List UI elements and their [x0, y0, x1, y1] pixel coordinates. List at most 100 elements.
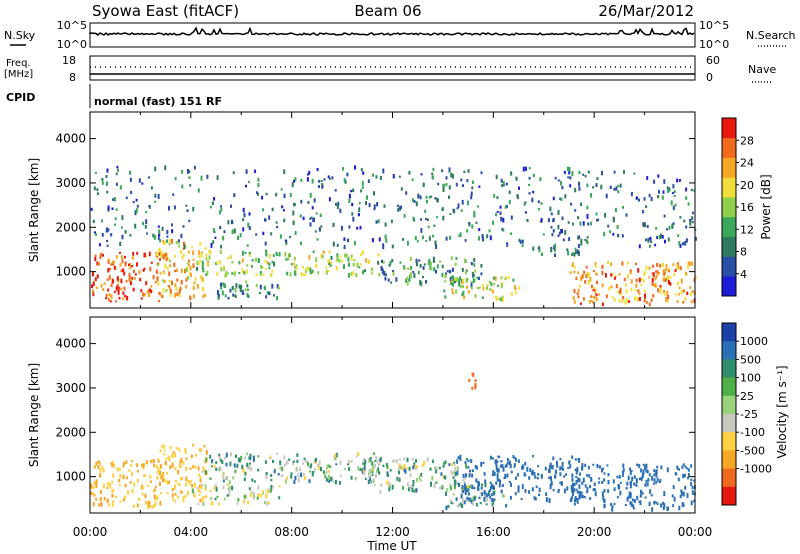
power-cell: [122, 291, 125, 295]
power-cell: [431, 172, 434, 175]
velocity-cell: [563, 488, 566, 494]
velocity-cell: [177, 482, 180, 485]
power-cell: [608, 286, 611, 291]
velocity-cell: [154, 488, 156, 491]
velocity-cell: [219, 466, 222, 472]
velocity-cell: [584, 484, 587, 488]
power-cell: [466, 229, 469, 233]
power-cell: [428, 237, 431, 241]
power-cell: [605, 193, 608, 199]
power-cell: [557, 210, 560, 215]
velocity-cell: [401, 466, 404, 471]
power-cell: [134, 223, 137, 229]
power-cell: [238, 284, 241, 289]
power-cell: [433, 267, 436, 272]
power-cell: [348, 262, 350, 267]
power-cell: [229, 288, 232, 293]
velocity-cell: [624, 504, 627, 506]
power-cell: [465, 270, 467, 275]
power-cell: [161, 252, 164, 256]
velocity-cell: [99, 462, 102, 466]
power-cell: [680, 278, 683, 284]
power-cell: [231, 285, 234, 291]
power-cell: [262, 231, 265, 235]
power-cell: [364, 269, 367, 273]
velocity-cell: [413, 489, 415, 493]
power-cell: [629, 271, 632, 275]
velocity-cell: [406, 482, 409, 487]
velocity-cell: [154, 485, 157, 489]
power-cell: [445, 183, 448, 187]
velocity-cell: [586, 474, 589, 477]
power-cell: [171, 238, 173, 244]
velocity-cell: [545, 492, 548, 496]
power-cell: [94, 171, 97, 174]
velocity-cell: [645, 479, 648, 483]
power-cell: [285, 240, 288, 245]
power-cell: [677, 234, 680, 237]
velocity-cell: [111, 493, 114, 497]
velocity-cell: [448, 463, 451, 466]
power-cell: [330, 261, 333, 266]
velocity-cell: [574, 458, 577, 461]
velocity-cell: [312, 471, 315, 474]
power-cell: [540, 218, 543, 223]
velocity-cell: [293, 480, 296, 485]
velocity-cell: [174, 484, 177, 490]
power-cell: [156, 276, 159, 281]
velocity-cell: [629, 484, 632, 489]
velocity-cell: [562, 467, 565, 471]
velocity-cell: [220, 459, 223, 462]
power-cell: [327, 258, 330, 264]
power-cell: [590, 193, 593, 198]
velocity-cell: [159, 481, 161, 486]
velocity-cell: [118, 479, 121, 483]
power-cell: [271, 207, 274, 212]
power-cell: [601, 302, 604, 307]
power-cell: [92, 281, 95, 287]
power-cell: [117, 286, 120, 290]
velocity-cell: [107, 482, 110, 486]
velocity-cell: [191, 488, 194, 494]
velocity-cell: [142, 463, 145, 468]
power-cell: [183, 244, 186, 250]
power-cell: [617, 233, 620, 238]
power-cell: [381, 269, 384, 275]
velocity-cell: [132, 504, 135, 508]
power-cell: [316, 168, 319, 172]
velocity-cell: [644, 483, 647, 487]
power-cell: [164, 252, 167, 257]
power-cell: [220, 286, 223, 290]
power-cell: [384, 222, 387, 227]
power-cell: [585, 265, 588, 269]
power-cell: [300, 272, 303, 277]
velocity-cell: [471, 469, 474, 472]
power-cell: [377, 253, 380, 257]
power-cell: [510, 232, 513, 235]
power-cell: [577, 288, 580, 293]
power-cell: [283, 193, 286, 199]
power-cell: [587, 280, 590, 285]
power-cell: [258, 292, 261, 295]
velocity-cell: [651, 507, 654, 512]
velocity-cell: [531, 471, 533, 476]
velocity-cell: [492, 470, 495, 475]
power-cell: [264, 249, 267, 253]
power-cell: [582, 173, 585, 176]
power-cell: [332, 241, 335, 247]
velocity-cell: [607, 473, 610, 477]
velocity-cell: [612, 479, 615, 484]
velocity-cell: [494, 459, 497, 464]
power-cell: [434, 240, 437, 246]
velocity-cell: [386, 480, 389, 486]
velocity-plot-area: [90, 317, 695, 513]
velocity-ylabel: Slant Range [km]: [27, 363, 41, 467]
power-cell: [502, 181, 505, 185]
power-cell: [210, 242, 213, 248]
velocity-cell: [127, 490, 129, 495]
velocity-cell: [129, 481, 132, 484]
velocity-cell: [257, 455, 260, 458]
power-cell: [293, 270, 296, 276]
velocity-cell: [184, 494, 187, 498]
nsearch-tick-top: 10^5: [699, 19, 729, 32]
